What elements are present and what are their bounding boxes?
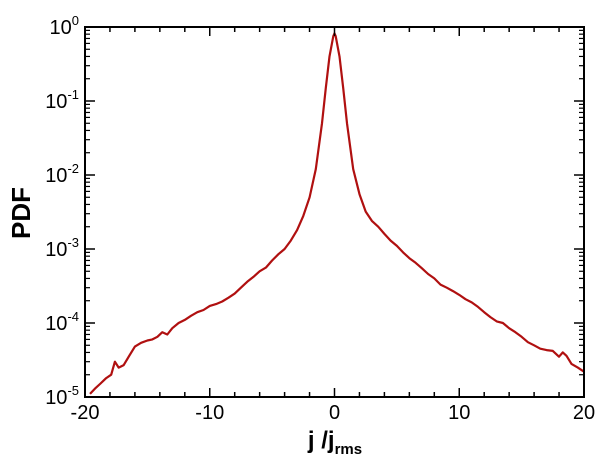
y-tick-label-exponent: -4 <box>67 309 79 324</box>
y-tick-label: 10-4 <box>45 309 79 335</box>
y-tick-label: 10-2 <box>45 161 79 187</box>
y-tick-label-base: 10 <box>45 313 67 335</box>
y-tick-label: 10-5 <box>45 383 79 409</box>
x-tick-label: 0 <box>329 402 340 424</box>
pdf-series-line <box>89 32 585 395</box>
y-tick-label-exponent: -3 <box>67 235 79 250</box>
y-tick-label-base: 10 <box>45 165 67 187</box>
ticks-layer <box>84 26 585 398</box>
plot-layer <box>89 32 585 395</box>
x-axis-title-base: j /j <box>307 427 335 454</box>
x-tick-label: 20 <box>573 402 595 424</box>
y-tick-label-base: 10 <box>45 91 67 113</box>
x-axis-title: j /jrms <box>307 427 362 458</box>
y-tick-label-exponent: -2 <box>67 161 79 176</box>
y-tick-label-exponent: -1 <box>67 87 79 102</box>
y-tick-label: 10-3 <box>45 235 79 261</box>
y-tick-label-base: 10 <box>50 17 72 39</box>
x-tick-label: -10 <box>195 402 224 424</box>
y-tick-label: 10-1 <box>45 87 79 113</box>
x-tick-label: -20 <box>71 402 100 424</box>
y-tick-label-exponent: 0 <box>72 13 79 28</box>
x-tick-label: 10 <box>448 402 470 424</box>
y-tick-label-exponent: -5 <box>67 383 79 398</box>
y-tick-label-base: 10 <box>45 387 67 409</box>
y-axis-title: PDF <box>6 187 36 239</box>
y-tick-label-base: 10 <box>45 239 67 261</box>
plot-frame <box>84 26 585 398</box>
y-tick-label: 100 <box>50 13 79 39</box>
x-axis-title-subscript: rms <box>335 441 363 458</box>
